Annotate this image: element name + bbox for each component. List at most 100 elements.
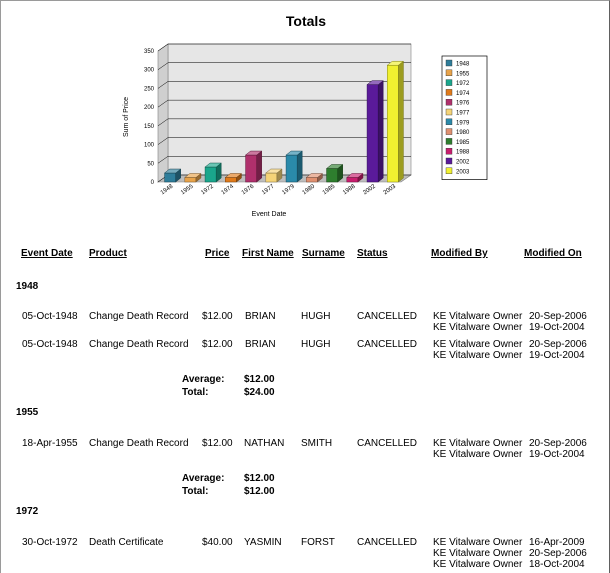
legend-label: 2003 (456, 169, 470, 175)
average-label: Average: (182, 473, 225, 484)
bar-top (244, 150, 263, 156)
legend-label: 1974 (456, 91, 470, 97)
legend-swatch (445, 118, 453, 126)
bar-front (184, 177, 197, 183)
col-header-modified-by[interactable]: Modified By (431, 248, 488, 259)
col-header-event-date[interactable]: Event Date (21, 248, 73, 259)
bar-front (306, 177, 318, 183)
bar-top (325, 164, 344, 169)
x-tick-label: 1985 (322, 183, 337, 196)
price-cell: $12.00 (202, 339, 233, 350)
bar-front (387, 64, 399, 183)
modified-by-cell: KE Vitalware Owner KE Vitalware Owner KE… (433, 537, 522, 570)
report-title: Totals (285, 13, 327, 29)
bar-side (296, 150, 303, 183)
legend-label: 1955 (456, 71, 470, 77)
modified-by-value: KE Vitalware Owner (433, 548, 523, 559)
x-tick-label: 1976 (241, 183, 256, 196)
chart-side-wall (157, 43, 169, 183)
y-axis-title: Sum of Price (123, 97, 130, 137)
bar-front (265, 172, 278, 183)
col-header-product[interactable]: Product (89, 248, 127, 259)
modified-on-value: 18-Oct-2004 (529, 559, 585, 570)
modified-on-value: 19-Oct-2004 (529, 322, 585, 333)
bar-top (265, 168, 283, 174)
x-tick-label: 2002 (362, 183, 377, 196)
status-cell: CANCELLED (357, 438, 418, 449)
y-tick-label: 150 (144, 124, 155, 130)
product-cell: Change Death Record (89, 438, 189, 449)
bar-top (204, 162, 222, 168)
x-tick-label: 1979 (281, 183, 296, 196)
gridline (157, 137, 169, 145)
y-tick-label: 50 (147, 161, 154, 167)
modified-on-cell: 20-Sep-2006 19-Oct-2004 (529, 438, 587, 460)
col-header-surname[interactable]: Surname (302, 248, 345, 259)
modified-by-value: KE Vitalware Owner (433, 311, 523, 322)
group-heading: 1955 (16, 407, 39, 418)
surname-cell: HUGH (301, 339, 331, 350)
legend-swatch (445, 98, 453, 106)
modified-on-cell: 20-Sep-2006 19-Oct-2004 (529, 339, 587, 361)
modified-on-value: 16-Apr-2009 (529, 537, 585, 548)
gridline (157, 81, 169, 89)
bar (244, 150, 263, 183)
modified-on-cell: 16-Apr-2009 20-Sep-2006 18-Oct-2004 (529, 537, 587, 570)
legend-label: 1972 (456, 81, 470, 87)
average-value: $12.00 (244, 374, 275, 385)
bar-top (163, 168, 182, 174)
bar-top (346, 173, 364, 178)
total-value: $12.00 (244, 486, 275, 497)
legend-label: 1948 (456, 62, 470, 68)
event-date-cell: 05-Oct-1948 (22, 311, 78, 322)
price-cell: $12.00 (202, 438, 233, 449)
col-header-price[interactable]: Price (205, 248, 230, 259)
modified-by-value: KE Vitalware Owner (433, 339, 523, 350)
bar-front (245, 154, 257, 183)
legend-label: 1988 (456, 150, 470, 156)
group-heading: 1972 (16, 506, 39, 517)
event-date-cell: 30-Oct-1972 (22, 537, 78, 548)
x-axis-title: Event Date (252, 211, 287, 218)
col-header-first-name[interactable]: First Name (242, 248, 294, 259)
modified-on-value: 20-Sep-2006 (529, 339, 587, 350)
legend-label: 1980 (456, 130, 470, 136)
bar-front (225, 177, 237, 183)
status-cell: CANCELLED (357, 311, 418, 322)
gridline (157, 156, 169, 164)
bar (366, 80, 384, 183)
bar-front (346, 177, 359, 183)
bar-top (366, 80, 384, 85)
legend-swatch (445, 128, 453, 135)
modified-by-cell: KE Vitalware Owner KE Vitalware Owner (433, 339, 522, 361)
legend-label: 1976 (456, 101, 470, 107)
col-header-status[interactable]: Status (357, 248, 388, 259)
bar-side (256, 150, 262, 183)
event-date-cell: 05-Oct-1948 (22, 339, 78, 350)
bar-front (204, 166, 217, 183)
legend-swatch (445, 69, 453, 77)
bar-side (377, 80, 384, 183)
legend-label: 2002 (456, 160, 470, 166)
total-label: Total: (182, 387, 209, 398)
y-tick-label: 100 (144, 143, 155, 149)
product-cell: Death Certificate (89, 537, 164, 548)
legend-label: 1985 (456, 140, 470, 146)
x-tick-label: 1974 (221, 183, 236, 196)
x-tick-label: 1955 (180, 183, 195, 196)
bar (265, 168, 283, 183)
bar (386, 60, 405, 183)
bar-top (386, 60, 405, 66)
legend-swatch (445, 89, 453, 96)
x-tick-label: 1988 (342, 183, 357, 196)
modified-by-cell: KE Vitalware Owner KE Vitalware Owner (433, 311, 522, 333)
col-header-modified-on[interactable]: Modified On (524, 248, 582, 259)
status-cell: CANCELLED (357, 537, 418, 548)
legend-swatch (445, 108, 453, 116)
bar (285, 150, 303, 183)
price-cell: $40.00 (202, 537, 233, 548)
modified-by-value: KE Vitalware Owner (433, 350, 523, 361)
modified-by-value: KE Vitalware Owner (433, 559, 523, 570)
legend-swatch (445, 138, 453, 145)
